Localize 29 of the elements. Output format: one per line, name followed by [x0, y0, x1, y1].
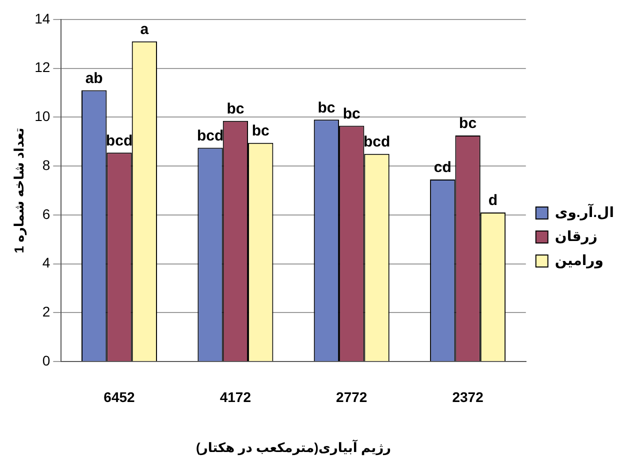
y-tick-label: 4 [42, 254, 50, 271]
legend-label: ال.آر.وی [554, 202, 614, 221]
y-axis-title: تعداد شاخه شماره 1 [11, 128, 28, 254]
data-label: bcd [106, 132, 133, 150]
x-tick-label: 4172 [220, 388, 252, 405]
y-tick-label: 14 [34, 10, 50, 26]
x-tick-label: 2372 [452, 388, 484, 405]
data-label: a [140, 21, 150, 38]
data-label: bcd [363, 133, 390, 150]
y-tick-label: 0 [42, 352, 50, 368]
data-label: bcd [196, 127, 224, 144]
y-tick-label: 6 [42, 206, 50, 222]
y-tick-label: 8 [42, 156, 50, 173]
data-label: ab [85, 70, 103, 87]
data-label: bc [226, 100, 244, 118]
data-label: bc [459, 115, 477, 132]
y-tick-label: 2 [42, 304, 50, 320]
data-label: bc [318, 99, 336, 116]
data-label: bc [252, 122, 270, 140]
x-tick-label: 6452 [104, 388, 136, 405]
y-tick-label: 12 [34, 59, 50, 76]
data-label: bc [342, 105, 360, 122]
legend-label: زرقان [554, 228, 598, 245]
data-label: d [488, 192, 498, 210]
y-tick-label: 10 [34, 108, 50, 124]
legend-label: ورامین [554, 252, 604, 269]
x-axis-title: رژیم آبیاری(مترمکعب در هکتار) [196, 438, 392, 456]
data-label: cd [434, 159, 452, 176]
x-tick-label: 2772 [336, 388, 368, 405]
